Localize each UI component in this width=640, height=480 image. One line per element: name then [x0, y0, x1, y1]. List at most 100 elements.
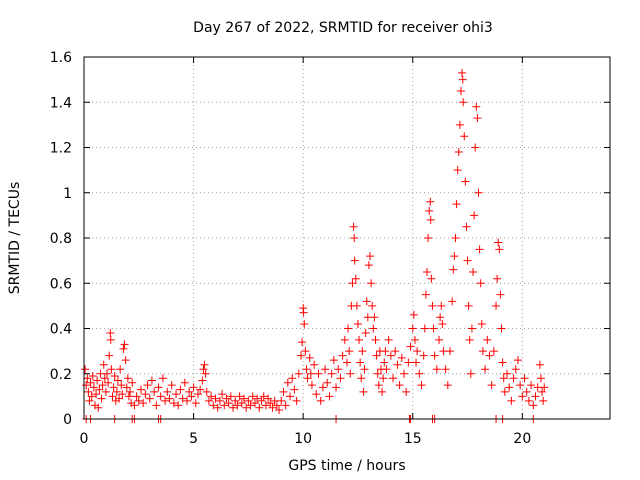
data-point: [268, 403, 277, 412]
data-point: [107, 365, 116, 374]
data-point: [419, 351, 428, 360]
data-point: [117, 381, 126, 390]
data-point: [100, 374, 109, 383]
chart-title: Day 267 of 2022, SRMTID for receiver ohi…: [193, 20, 493, 36]
data-point: [540, 383, 549, 392]
data-point: [438, 319, 447, 328]
data-point: [128, 378, 137, 387]
data-point: [520, 374, 529, 383]
data-point: [231, 396, 240, 405]
data-point: [115, 394, 124, 403]
data-point: [283, 378, 292, 387]
data-point: [88, 372, 97, 381]
data-point: [496, 290, 505, 299]
data-point: [494, 238, 503, 247]
data-point: [193, 390, 202, 399]
data-point: [183, 396, 192, 405]
data-point: [502, 369, 511, 378]
data-point: [279, 387, 288, 396]
data-point: [305, 353, 314, 362]
data-point: [167, 381, 176, 390]
data-point: [191, 399, 200, 408]
data-point: [261, 401, 270, 410]
data-point: [239, 394, 248, 403]
data-point: [264, 394, 273, 403]
data-point: [451, 234, 460, 242]
data-point: [374, 381, 383, 390]
data-point: [329, 356, 338, 365]
data-point: [422, 267, 431, 276]
data-point: [134, 396, 143, 405]
data-point: [476, 279, 485, 288]
data-point: [202, 387, 211, 396]
data-point: [334, 365, 343, 374]
y-tick-label: 1: [63, 186, 72, 202]
data-point: [360, 365, 369, 374]
data-point: [471, 143, 480, 152]
data-point: [97, 394, 106, 403]
data-point: [430, 351, 439, 360]
data-point: [371, 335, 380, 344]
data-point: [477, 319, 486, 328]
data-point: [397, 353, 406, 362]
data-point: [242, 403, 251, 412]
data-point: [99, 360, 108, 369]
data-point: [495, 245, 504, 254]
data-point: [104, 378, 113, 387]
data-point: [176, 385, 185, 394]
data-point: [417, 381, 426, 390]
data-point: [420, 324, 429, 333]
data-point: [323, 378, 332, 387]
data-point: [460, 132, 469, 141]
data-point: [393, 360, 402, 369]
y-tick-label: 0.2: [50, 367, 72, 383]
data-point: [298, 338, 307, 347]
data-point: [204, 396, 213, 405]
data-point: [288, 374, 297, 383]
data-point: [152, 401, 161, 410]
data-point: [199, 365, 208, 374]
data-point: [307, 381, 316, 390]
data-point: [121, 356, 130, 365]
data-point: [103, 369, 112, 378]
data-point: [136, 385, 145, 394]
data-point: [237, 399, 246, 408]
data-point: [89, 383, 98, 392]
data-point: [369, 324, 378, 333]
data-point: [406, 342, 415, 351]
data-point: [110, 372, 119, 381]
data-point: [106, 329, 115, 338]
data-point: [355, 335, 364, 344]
data-point: [83, 374, 92, 383]
data-point: [147, 376, 156, 385]
data-point: [346, 369, 355, 378]
data-point: [196, 385, 205, 394]
data-point: [350, 256, 359, 265]
data-point: [180, 378, 189, 387]
data-point: [143, 381, 152, 390]
data-point: [246, 401, 255, 410]
data-point: [321, 365, 330, 374]
data-point: [300, 319, 309, 328]
data-point: [189, 383, 198, 392]
data-point: [345, 347, 354, 356]
data-point: [222, 394, 231, 403]
data-point: [112, 387, 121, 396]
data-point: [213, 403, 222, 412]
data-point: [338, 351, 347, 360]
data-point: [277, 396, 286, 405]
data-point: [513, 356, 522, 365]
data-point: [165, 394, 174, 403]
data-point: [250, 399, 259, 408]
data-point: [120, 340, 129, 349]
data-point: [379, 374, 388, 383]
data-point: [150, 387, 159, 396]
data-point: [113, 376, 122, 385]
data-point: [475, 245, 484, 254]
data-point: [158, 374, 167, 383]
data-point: [351, 274, 360, 283]
data-point: [386, 351, 395, 360]
data-point: [325, 392, 334, 401]
y-tick-label: 1.6: [50, 50, 72, 66]
data-point: [404, 358, 413, 367]
